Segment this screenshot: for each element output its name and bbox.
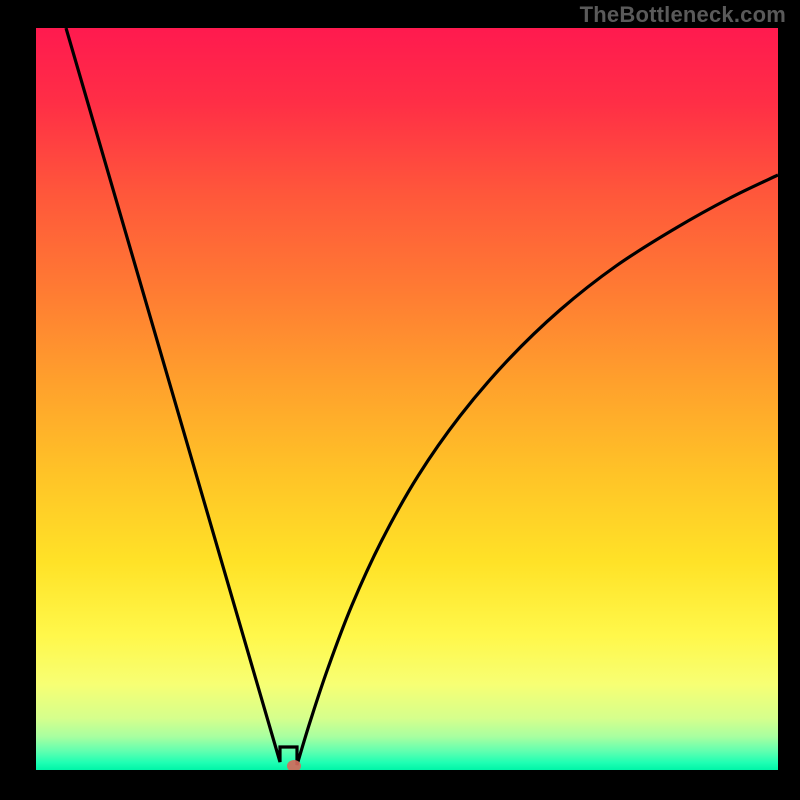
chart-frame: TheBottleneck.com [0, 0, 800, 800]
minimum-marker [287, 760, 301, 772]
attribution-label: TheBottleneck.com [580, 2, 786, 28]
plot-svg [0, 0, 800, 800]
gradient-background [36, 28, 778, 770]
